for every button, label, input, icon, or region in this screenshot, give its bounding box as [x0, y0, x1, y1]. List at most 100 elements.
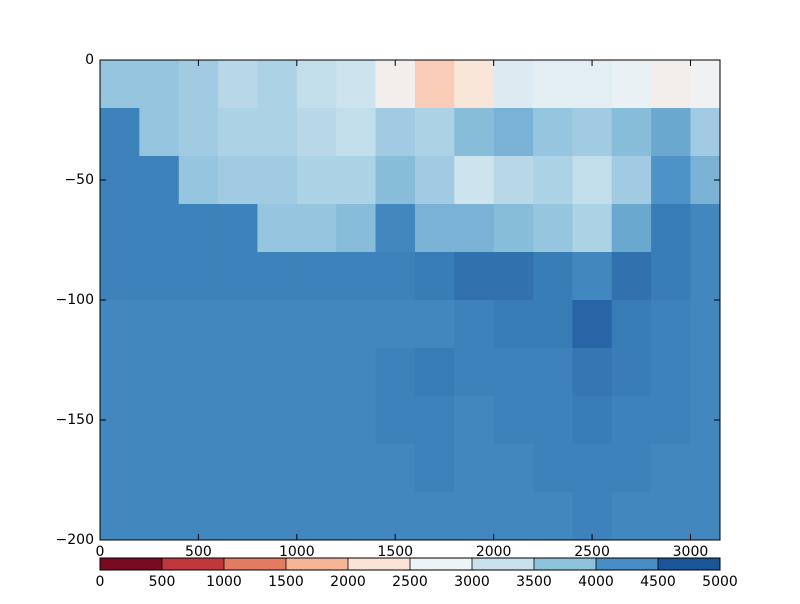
heatmap-cell — [218, 348, 258, 397]
heatmap-cell — [651, 396, 691, 445]
heatmap-cell — [296, 252, 337, 301]
heatmap-cell — [178, 204, 219, 253]
heatmap-cell — [100, 252, 140, 301]
heatmap-cell — [651, 444, 691, 493]
heatmap-cell — [336, 300, 377, 349]
heatmap-cell — [611, 444, 652, 493]
heatmap-cell — [611, 156, 652, 205]
heatmap-cell — [218, 60, 258, 109]
x-tick-label: 3000 — [673, 544, 709, 560]
heatmap-cell — [375, 348, 416, 397]
heatmap-cell — [257, 108, 298, 157]
heatmap-cell — [493, 444, 534, 493]
heatmap-cell — [178, 60, 219, 109]
heatmap-cell — [572, 204, 613, 253]
heatmap-cell — [336, 492, 377, 541]
heatmap-cell — [139, 396, 180, 445]
heatmap-cell — [257, 348, 298, 397]
heatmap-cell — [572, 60, 613, 109]
heatmap-cell — [414, 492, 455, 541]
heatmap-cell — [611, 204, 652, 253]
heatmap-cell — [257, 252, 298, 301]
heatmap-cell — [178, 492, 219, 541]
heatmap-cell — [375, 204, 416, 253]
heatmap-cell — [375, 156, 416, 205]
heatmap-cell — [100, 492, 140, 541]
x-tick-label: 2500 — [574, 544, 610, 560]
heatmap-cell — [572, 156, 613, 205]
heatmap-cell — [218, 108, 258, 157]
colorbar-tick-label: 4000 — [578, 574, 614, 590]
heatmap-cell — [336, 444, 377, 493]
heatmap-cell — [139, 60, 180, 109]
heatmap-cell — [257, 60, 298, 109]
heatmap-cell — [375, 252, 416, 301]
heatmap-cell — [257, 492, 298, 541]
colorbar-cell — [472, 558, 534, 570]
colorbar-tick-label: 3000 — [454, 574, 490, 590]
colorbar-tick-label: 1000 — [206, 574, 242, 590]
heatmap-cell — [375, 108, 416, 157]
heatmap-cell — [336, 156, 377, 205]
heatmap-cell — [139, 348, 180, 397]
heatmap-cell — [690, 204, 721, 253]
heatmap-cell — [572, 444, 613, 493]
heatmap-cell — [651, 252, 691, 301]
heatmap-cell — [611, 108, 652, 157]
heatmap-cell — [454, 492, 495, 541]
heatmap-cell — [533, 252, 573, 301]
heatmap-cell — [139, 492, 180, 541]
heatmap-cell — [375, 396, 416, 445]
heatmap-cell — [296, 108, 337, 157]
heatmap-cell — [533, 300, 573, 349]
heatmap-cell — [218, 252, 258, 301]
heatmap-cell — [533, 348, 573, 397]
heatmap-cell — [611, 492, 652, 541]
heatmap-cell — [100, 156, 140, 205]
colorbar-tick-label: 2000 — [330, 574, 366, 590]
x-tick-label: 1500 — [377, 544, 413, 560]
y-tick-label: −50 — [64, 172, 94, 188]
heatmap-cell — [690, 444, 721, 493]
heatmap-cell — [139, 204, 180, 253]
heatmap-cell — [651, 156, 691, 205]
heatmap-cell — [572, 108, 613, 157]
heatmap-cell — [414, 252, 455, 301]
heatmap-cell — [414, 108, 455, 157]
heatmap-cell — [651, 204, 691, 253]
heatmap-cell — [375, 60, 416, 109]
heatmap-cell — [375, 300, 416, 349]
heatmap-cell — [454, 396, 495, 445]
heatmap-cell — [336, 108, 377, 157]
heatmap-cell — [336, 204, 377, 253]
heatmap-cell — [218, 204, 258, 253]
heatmap-cell — [100, 300, 140, 349]
heatmap-cell — [139, 108, 180, 157]
colorbar-cell — [534, 558, 596, 570]
heatmap-cell — [533, 492, 573, 541]
heatmap-cell — [690, 300, 721, 349]
heatmap-cell — [533, 204, 573, 253]
heatmap-cell — [493, 156, 534, 205]
heatmap-cell — [336, 252, 377, 301]
heatmap-cell — [493, 108, 534, 157]
heatmap-cell — [454, 252, 495, 301]
heatmap-cell — [493, 492, 534, 541]
heatmap-cell — [572, 492, 613, 541]
heatmap-cell — [493, 204, 534, 253]
heatmap-cell — [533, 60, 573, 109]
heatmap-cell — [454, 348, 495, 397]
x-tick-label: 0 — [96, 544, 105, 560]
heatmap-cell — [178, 108, 219, 157]
heatmap-cell — [454, 60, 495, 109]
heatmap-cell — [493, 348, 534, 397]
heatmap-cell — [296, 492, 337, 541]
heatmap-cell — [139, 444, 180, 493]
heatmap-cell — [296, 60, 337, 109]
heatmap-cell — [178, 300, 219, 349]
heatmap-cell — [690, 348, 721, 397]
heatmap-cell — [257, 396, 298, 445]
colorbar-tick-label: 3500 — [516, 574, 552, 590]
heatmap-cell — [533, 108, 573, 157]
